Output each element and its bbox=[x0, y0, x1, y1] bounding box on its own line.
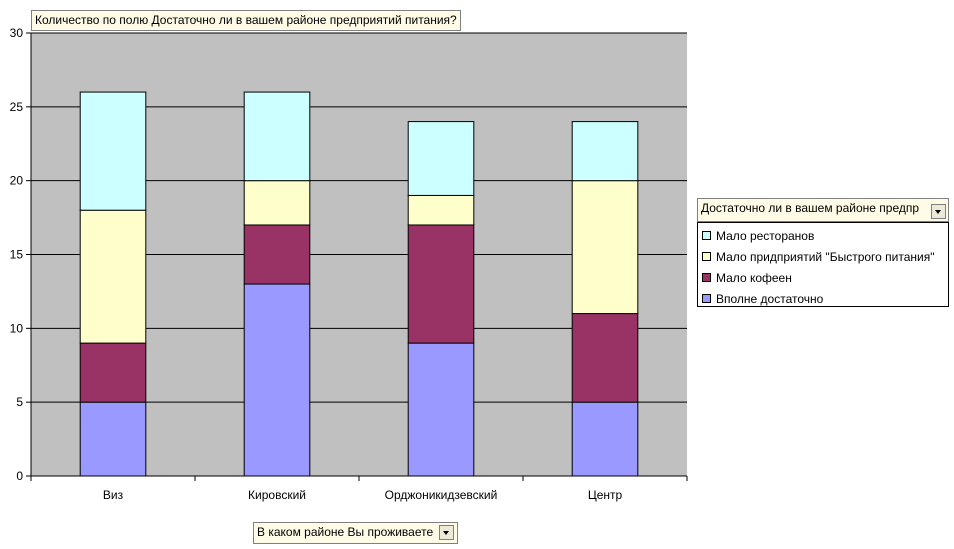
legend-label: Вполне достаточно bbox=[716, 292, 824, 306]
bar-segment bbox=[79, 91, 147, 211]
legend-item: Мало кофеен bbox=[698, 268, 948, 289]
bar-segment bbox=[407, 121, 475, 196]
y-tick-label: 5 bbox=[16, 395, 23, 409]
category-field-button[interactable]: В каком районе Вы проживаете bbox=[253, 522, 458, 544]
x-tick-label: Орджоникидзевский bbox=[385, 488, 498, 502]
legend-field-label: Достаточно ли в вашем районе предпр bbox=[701, 201, 920, 215]
chart-title-field-button[interactable]: Количество по полю Достаточно ли в вашем… bbox=[31, 10, 461, 31]
x-tick-label: Центр bbox=[588, 488, 623, 502]
bar-segment bbox=[407, 194, 475, 226]
y-tick-label: 20 bbox=[10, 174, 24, 188]
chart-title: Количество по полю Достаточно ли в вашем… bbox=[35, 13, 457, 27]
x-tick-label: Виз bbox=[103, 488, 124, 502]
dropdown-arrow-icon[interactable] bbox=[931, 204, 946, 219]
bar-segment bbox=[243, 180, 311, 226]
y-tick-label: 0 bbox=[16, 469, 23, 483]
category-field-label: В каком районе Вы проживаете bbox=[257, 525, 434, 539]
legend-swatch bbox=[702, 294, 711, 304]
chart-plot: 0 5 10 15 20 25 30 Виз Кировский Орджоникидзевски… bbox=[10, 26, 688, 502]
bar-segment bbox=[407, 224, 475, 344]
legend-swatch bbox=[702, 273, 711, 283]
bar-segment bbox=[571, 121, 639, 182]
legend-label: Мало ресторанов bbox=[716, 229, 815, 243]
bar-segment bbox=[571, 313, 639, 403]
legend-item: Вполне достаточно bbox=[698, 289, 948, 310]
bar-segment bbox=[571, 401, 639, 477]
legend-swatch bbox=[702, 231, 711, 241]
bar-segment bbox=[407, 342, 475, 477]
dropdown-arrow-icon[interactable] bbox=[438, 525, 454, 541]
legend: Мало ресторанов Мало придприятий "Быстрог… bbox=[697, 222, 949, 307]
y-tick-label: 10 bbox=[10, 321, 24, 335]
bar-segment bbox=[571, 180, 639, 315]
bar-segment bbox=[243, 91, 311, 182]
bar-segment bbox=[243, 224, 311, 285]
bar-segment bbox=[79, 401, 147, 477]
legend-swatch bbox=[702, 252, 711, 262]
legend-field-button[interactable]: Достаточно ли в вашем районе предпр bbox=[697, 198, 949, 222]
legend-label: Мало придприятий "Быстрого питания" bbox=[716, 250, 935, 264]
y-tick-label: 15 bbox=[10, 248, 24, 262]
legend-item: Мало придприятий "Быстрого питания" bbox=[698, 247, 948, 268]
legend-label: Мало кофеен bbox=[716, 271, 792, 285]
x-tick-label: Кировский bbox=[248, 488, 306, 502]
y-tick-label: 25 bbox=[10, 100, 24, 114]
bar-segment bbox=[243, 283, 311, 477]
legend-item: Мало ресторанов bbox=[698, 226, 948, 247]
bar-segment bbox=[79, 209, 147, 344]
y-tick-label: 30 bbox=[10, 26, 24, 40]
bar-segment bbox=[79, 342, 147, 403]
